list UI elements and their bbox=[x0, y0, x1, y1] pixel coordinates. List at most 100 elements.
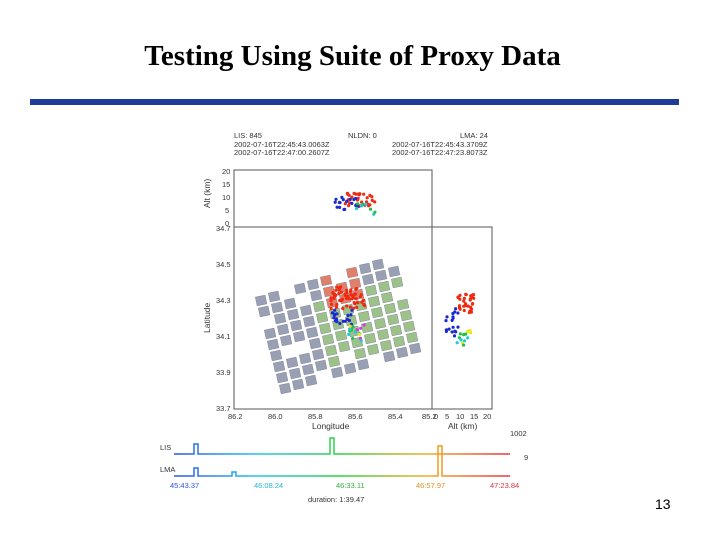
lma-source-point bbox=[348, 324, 352, 328]
lma-source-point bbox=[347, 204, 351, 208]
lis-pixel bbox=[354, 347, 367, 360]
page-number: 13 bbox=[655, 496, 671, 512]
lon-tick-85-2: 85.2 bbox=[422, 412, 437, 421]
lma-source-point bbox=[462, 343, 466, 347]
lma-source-point bbox=[329, 296, 333, 300]
top-panel-lma-points bbox=[333, 191, 377, 216]
lma-source-point bbox=[456, 311, 460, 315]
lma-source-point bbox=[352, 191, 356, 195]
lis-pixel bbox=[349, 277, 362, 290]
lma-source-point bbox=[351, 325, 355, 329]
lma-source-point bbox=[334, 197, 338, 201]
lma-source-point bbox=[368, 193, 372, 197]
lma-source-point bbox=[470, 295, 474, 299]
lma-source-point bbox=[469, 331, 473, 335]
lma-source-point bbox=[345, 192, 350, 196]
lis-pixel bbox=[305, 374, 318, 387]
lis-pixel bbox=[358, 310, 371, 323]
lma-source-point bbox=[355, 300, 360, 304]
lma-source-point bbox=[340, 195, 344, 199]
lma-source-point bbox=[345, 199, 349, 203]
lma-source-point bbox=[470, 302, 474, 306]
lma-source-point bbox=[352, 306, 356, 310]
lis-pixel bbox=[258, 305, 271, 318]
lis-pixel bbox=[338, 340, 351, 353]
lis-pixel bbox=[380, 339, 393, 352]
lat-tick-34-3: 34.3 bbox=[216, 296, 231, 305]
lon-tick-86-0: 86.0 bbox=[268, 412, 283, 421]
lma-source-point bbox=[360, 300, 364, 304]
header-lis-time-start: 2002-07-16T22:45:43.0063Z bbox=[234, 140, 330, 149]
side-panel-xlabel: Alt (km) bbox=[448, 421, 477, 431]
lat-tick-33-7: 33.7 bbox=[216, 404, 231, 413]
lma-source-point bbox=[333, 313, 337, 317]
side-tick-20: 20 bbox=[483, 412, 491, 421]
timeline-duration: duration: 1:39.47 bbox=[308, 495, 364, 504]
lma-source-point bbox=[329, 306, 333, 311]
lis-pixel bbox=[406, 331, 419, 344]
lat-tick-34-5: 34.5 bbox=[216, 260, 231, 269]
lma-source-point bbox=[458, 293, 462, 297]
lis-pixel bbox=[371, 306, 384, 319]
lma-source-point bbox=[335, 312, 339, 316]
lma-source-point bbox=[444, 329, 448, 333]
lma-source-point bbox=[462, 308, 466, 313]
lis-pixel bbox=[387, 313, 400, 326]
lma-source-point bbox=[444, 319, 448, 323]
top-panel-tick-15: 15 bbox=[222, 180, 230, 189]
header-nldn-count: NLDN: 0 bbox=[348, 131, 377, 140]
lma-source-point bbox=[343, 293, 347, 297]
lma-source-point bbox=[365, 196, 369, 200]
lma-source-point bbox=[338, 321, 342, 326]
lma-source-point bbox=[462, 304, 466, 308]
timeline-time-5: 47:23.84 bbox=[490, 481, 519, 490]
lma-source-point bbox=[458, 332, 462, 336]
lis-pixel bbox=[286, 356, 299, 369]
lis-pixel bbox=[319, 322, 332, 335]
lis-pixel bbox=[368, 295, 381, 308]
lis-pixel bbox=[284, 297, 297, 310]
timeline-lis-trace bbox=[174, 437, 510, 455]
timeline-lis-label: LIS bbox=[160, 443, 171, 452]
lis-pixel bbox=[294, 282, 307, 295]
lma-source-point bbox=[462, 332, 466, 337]
lis-pixel bbox=[274, 312, 287, 325]
lis-pixel bbox=[315, 359, 328, 372]
lma-source-point bbox=[357, 332, 361, 337]
lma-source-point bbox=[332, 296, 336, 300]
lat-tick-34-1: 34.1 bbox=[216, 332, 231, 341]
lis-pixel bbox=[323, 285, 336, 298]
lma-source-point bbox=[364, 202, 368, 206]
lma-source-point bbox=[359, 204, 364, 208]
lightning-figure: LIS: 845 NLDN: 0 LMA: 24 2002-07-16T22:4… bbox=[160, 131, 528, 504]
lma-source-point bbox=[335, 302, 339, 307]
lma-source-point bbox=[351, 336, 355, 340]
lma-source-point bbox=[359, 339, 363, 343]
lma-source-point bbox=[456, 295, 460, 300]
lis-pixel bbox=[393, 335, 406, 348]
lis-pixel bbox=[303, 315, 316, 328]
header-lis-time-end: 2002-07-16T22:47:00.2607Z bbox=[234, 148, 330, 157]
lma-source-point bbox=[373, 200, 377, 204]
lma-source-point bbox=[339, 290, 344, 294]
lis-pixel bbox=[364, 332, 377, 345]
lma-source-point bbox=[337, 292, 341, 296]
lma-source-point bbox=[339, 285, 343, 289]
lma-source-point bbox=[451, 325, 455, 329]
lis-pixel bbox=[381, 291, 394, 304]
lma-source-point bbox=[341, 306, 345, 311]
lis-pixel bbox=[268, 290, 281, 303]
top-panel-tick-20: 20 bbox=[222, 167, 230, 176]
lis-pixel bbox=[400, 309, 413, 322]
top-panel-tick-10: 10 bbox=[222, 193, 230, 202]
lma-source-point bbox=[335, 285, 339, 289]
lma-source-point bbox=[330, 302, 334, 306]
lma-source-point bbox=[459, 338, 463, 342]
lis-pixel bbox=[331, 366, 344, 379]
lma-source-point bbox=[333, 200, 337, 204]
lma-source-point bbox=[469, 307, 474, 311]
lma-source-point bbox=[445, 315, 449, 319]
lis-pixel bbox=[361, 321, 374, 334]
lis-pixel bbox=[273, 360, 286, 373]
lma-source-point bbox=[355, 305, 359, 309]
